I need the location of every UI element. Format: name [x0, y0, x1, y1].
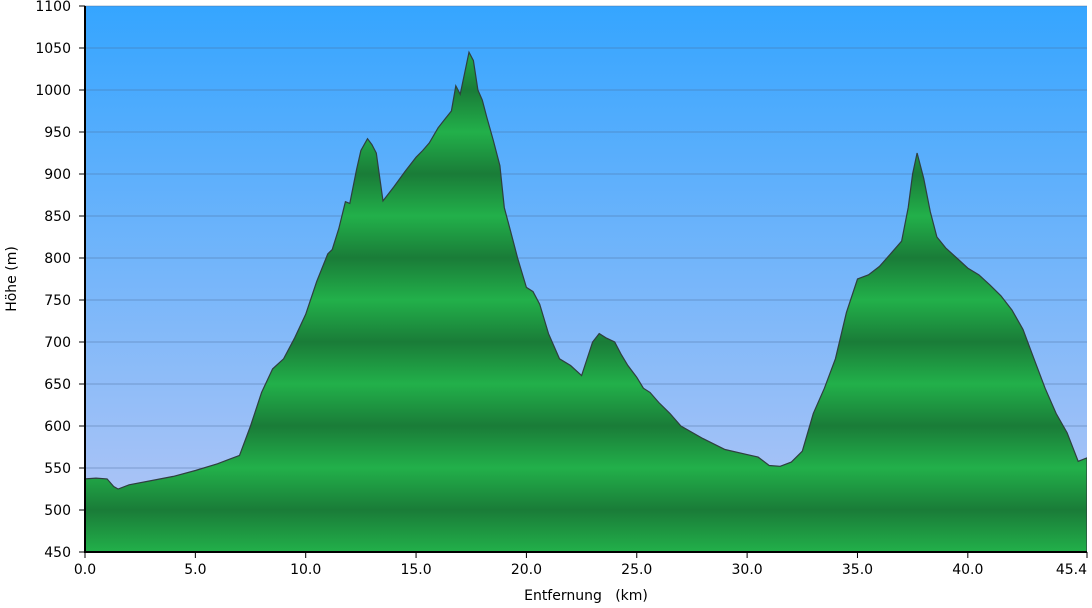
y-tick-label: 1050: [35, 41, 71, 57]
x-tick-label: 10.0: [290, 562, 321, 578]
y-tick-label: 1100: [35, 0, 71, 15]
axes: [84, 6, 1087, 553]
y-tick-label: 650: [44, 377, 71, 393]
elevation-area: [85, 50, 1087, 552]
x-tick-label: 35.0: [842, 562, 873, 578]
x-tick-label: 0.0: [74, 562, 96, 578]
y-tick-label: 850: [44, 209, 71, 225]
x-tick-label: 15.0: [400, 562, 431, 578]
y-axis-title: Höhe (m): [4, 246, 20, 312]
x-tick-label: 20.0: [511, 562, 542, 578]
x-tick-label: 25.0: [621, 562, 652, 578]
y-tick-label: 950: [44, 125, 71, 141]
y-tick-label: 550: [44, 461, 71, 477]
y-tick-label: 900: [44, 167, 71, 183]
x-tick-label: 30.0: [732, 562, 763, 578]
y-tick-label: 750: [44, 293, 71, 309]
x-axis-tick-labels: 0.0 5.0 10.0 15.0 20.0 25.0 30.0 35.0 40.0 45.4: [74, 552, 1088, 578]
x-tick-label: 45.4: [1056, 562, 1087, 578]
y-tick-label: 700: [44, 335, 71, 351]
y-tick-label: 500: [44, 503, 71, 519]
x-tick-label: 5.0: [184, 562, 206, 578]
y-axis-tick-labels: 450 500 550 600 650 700 750 800 850 900 950 1000 105…: [35, 0, 85, 561]
y-tick-label: 450: [44, 545, 71, 561]
x-axis-title: Entfernung (km): [524, 588, 648, 604]
y-tick-label: 1000: [35, 83, 71, 99]
y-tick-label: 800: [44, 251, 71, 267]
x-tick-label: 40.0: [952, 562, 983, 578]
y-tick-label: 600: [44, 419, 71, 435]
